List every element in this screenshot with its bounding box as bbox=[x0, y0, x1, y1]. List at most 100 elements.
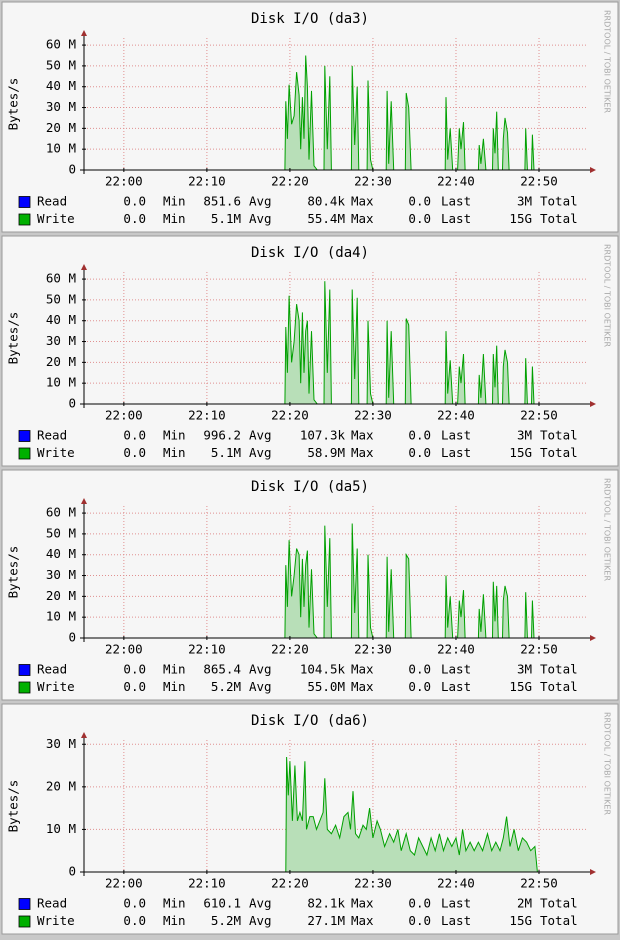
panel-bg bbox=[1, 469, 619, 701]
x-axis-arrow bbox=[590, 869, 596, 875]
legend-stat: 0.0 bbox=[123, 896, 146, 911]
y-tick-label: 40 M bbox=[46, 312, 76, 327]
graph-panel: Disk I/O (da5) Bytes/s RRDTOOL / TOBI OETI… bbox=[1, 469, 619, 701]
legend-swatch bbox=[18, 915, 31, 928]
x-tick-label: 22:20 bbox=[271, 408, 309, 423]
legend-label: Read bbox=[37, 662, 67, 677]
legend-stat: 82.1k bbox=[307, 896, 345, 911]
legend-label: Write bbox=[37, 913, 75, 928]
y-tick-label: 20 M bbox=[46, 778, 76, 793]
legend-stat: 3M bbox=[517, 428, 532, 443]
x-tick-label: 22:00 bbox=[105, 174, 143, 189]
legend-swatch bbox=[18, 430, 31, 442]
legend-swatch bbox=[18, 898, 31, 910]
legend-label: Write bbox=[37, 679, 75, 694]
y-tick-label: 30 M bbox=[46, 333, 76, 348]
y-tick-label: 50 M bbox=[46, 57, 76, 72]
legend-stat: 15G bbox=[509, 445, 532, 460]
y-axis-label: Bytes/s bbox=[6, 780, 21, 833]
legend-swatch bbox=[18, 196, 31, 208]
x-tick-label: 22:10 bbox=[188, 876, 226, 891]
y-tick-label: 10 M bbox=[46, 375, 76, 390]
y-tick-label: 60 M bbox=[46, 271, 76, 286]
y-axis-arrow bbox=[81, 30, 87, 36]
legend-stat: 15G bbox=[509, 679, 532, 694]
x-tick-label: 22:50 bbox=[520, 174, 558, 189]
x-tick-label: 22:50 bbox=[520, 642, 558, 657]
y-tick-label: 30 M bbox=[46, 99, 76, 114]
y-tick-label: 0 bbox=[68, 630, 76, 645]
x-axis-arrow bbox=[590, 167, 596, 173]
legend-stat: Avg bbox=[249, 662, 272, 677]
legend-stat: 0.0 bbox=[408, 211, 431, 226]
chart-title: Disk I/O (da4) bbox=[251, 245, 369, 261]
y-tick-label: 60 M bbox=[46, 505, 76, 520]
graph-panel: Disk I/O (da3) Bytes/s RRDTOOL / TOBI OETI… bbox=[1, 1, 619, 233]
legend-stat: Max bbox=[351, 211, 374, 226]
chart-title: Disk I/O (da6) bbox=[251, 713, 369, 729]
legend-stat: Last bbox=[441, 428, 471, 443]
x-tick-label: 22:50 bbox=[520, 408, 558, 423]
legend-stat: Min bbox=[163, 679, 186, 694]
y-tick-label: 0 bbox=[68, 864, 76, 879]
x-tick-label: 22:10 bbox=[188, 174, 226, 189]
watermark: RRDTOOL / TOBI OETIKER bbox=[603, 10, 612, 113]
legend-swatch bbox=[18, 681, 31, 694]
y-tick-label: 20 M bbox=[46, 354, 76, 369]
watermark: RRDTOOL / TOBI OETIKER bbox=[603, 712, 612, 815]
y-tick-label: 20 M bbox=[46, 588, 76, 603]
legend-stat: 0.0 bbox=[123, 445, 146, 460]
legend-stat: Avg bbox=[249, 428, 272, 443]
chart-title: Disk I/O (da5) bbox=[251, 479, 369, 495]
legend-stat: 58.9M bbox=[307, 445, 345, 460]
x-tick-label: 22:20 bbox=[271, 876, 309, 891]
legend-stat: Total bbox=[540, 445, 578, 460]
legend-stat: 996.2 bbox=[203, 428, 241, 443]
legend-stat: Last bbox=[441, 679, 471, 694]
legend-label: Write bbox=[37, 211, 75, 226]
legend-stat: Avg bbox=[249, 445, 272, 460]
legend-stat: 0.0 bbox=[123, 428, 146, 443]
legend-label: Write bbox=[37, 445, 75, 460]
legend-swatch bbox=[18, 664, 31, 676]
legend-stat: Avg bbox=[249, 211, 272, 226]
legend-stat: 5.2M bbox=[211, 913, 241, 928]
panel-bg bbox=[1, 1, 619, 233]
legend-stat: 0.0 bbox=[408, 428, 431, 443]
legend-stat: 3M bbox=[517, 662, 532, 677]
legend-stat: 5.1M bbox=[211, 211, 241, 226]
x-tick-label: 22:30 bbox=[354, 408, 392, 423]
y-axis-arrow bbox=[81, 264, 87, 270]
legend-stat: Max bbox=[351, 445, 374, 460]
x-tick-label: 22:40 bbox=[437, 642, 475, 657]
graph-panel: Disk I/O (da4) Bytes/s RRDTOOL / TOBI OETI… bbox=[1, 235, 619, 467]
y-tick-label: 0 bbox=[68, 162, 76, 177]
x-tick-label: 22:00 bbox=[105, 408, 143, 423]
legend-stat: Min bbox=[163, 211, 186, 226]
x-tick-label: 22:10 bbox=[188, 642, 226, 657]
legend-stat: 15G bbox=[509, 211, 532, 226]
legend-stat: Min bbox=[163, 428, 186, 443]
legend-stat: Total bbox=[540, 662, 578, 677]
legend-stat: 5.1M bbox=[211, 445, 241, 460]
legend-stat: Max bbox=[351, 679, 374, 694]
x-axis-arrow bbox=[590, 635, 596, 641]
x-tick-label: 22:30 bbox=[354, 876, 392, 891]
x-tick-label: 22:40 bbox=[437, 408, 475, 423]
legend-stat: Min bbox=[163, 913, 186, 928]
legend-stat: 0.0 bbox=[123, 211, 146, 226]
y-tick-label: 60 M bbox=[46, 37, 76, 52]
x-axis-arrow bbox=[590, 401, 596, 407]
legend-stat: 610.1 bbox=[203, 896, 241, 911]
y-tick-label: 10 M bbox=[46, 821, 76, 836]
y-axis-label: Bytes/s bbox=[6, 546, 21, 599]
legend-stat: Last bbox=[441, 896, 471, 911]
y-tick-label: 10 M bbox=[46, 141, 76, 156]
legend-stat: Max bbox=[351, 662, 374, 677]
legend-stat: Min bbox=[163, 896, 186, 911]
legend-stat: 3M bbox=[517, 194, 532, 209]
legend-stat: Last bbox=[441, 662, 471, 677]
x-tick-label: 22:50 bbox=[520, 876, 558, 891]
y-tick-label: 50 M bbox=[46, 525, 76, 540]
y-tick-label: 30 M bbox=[46, 567, 76, 582]
